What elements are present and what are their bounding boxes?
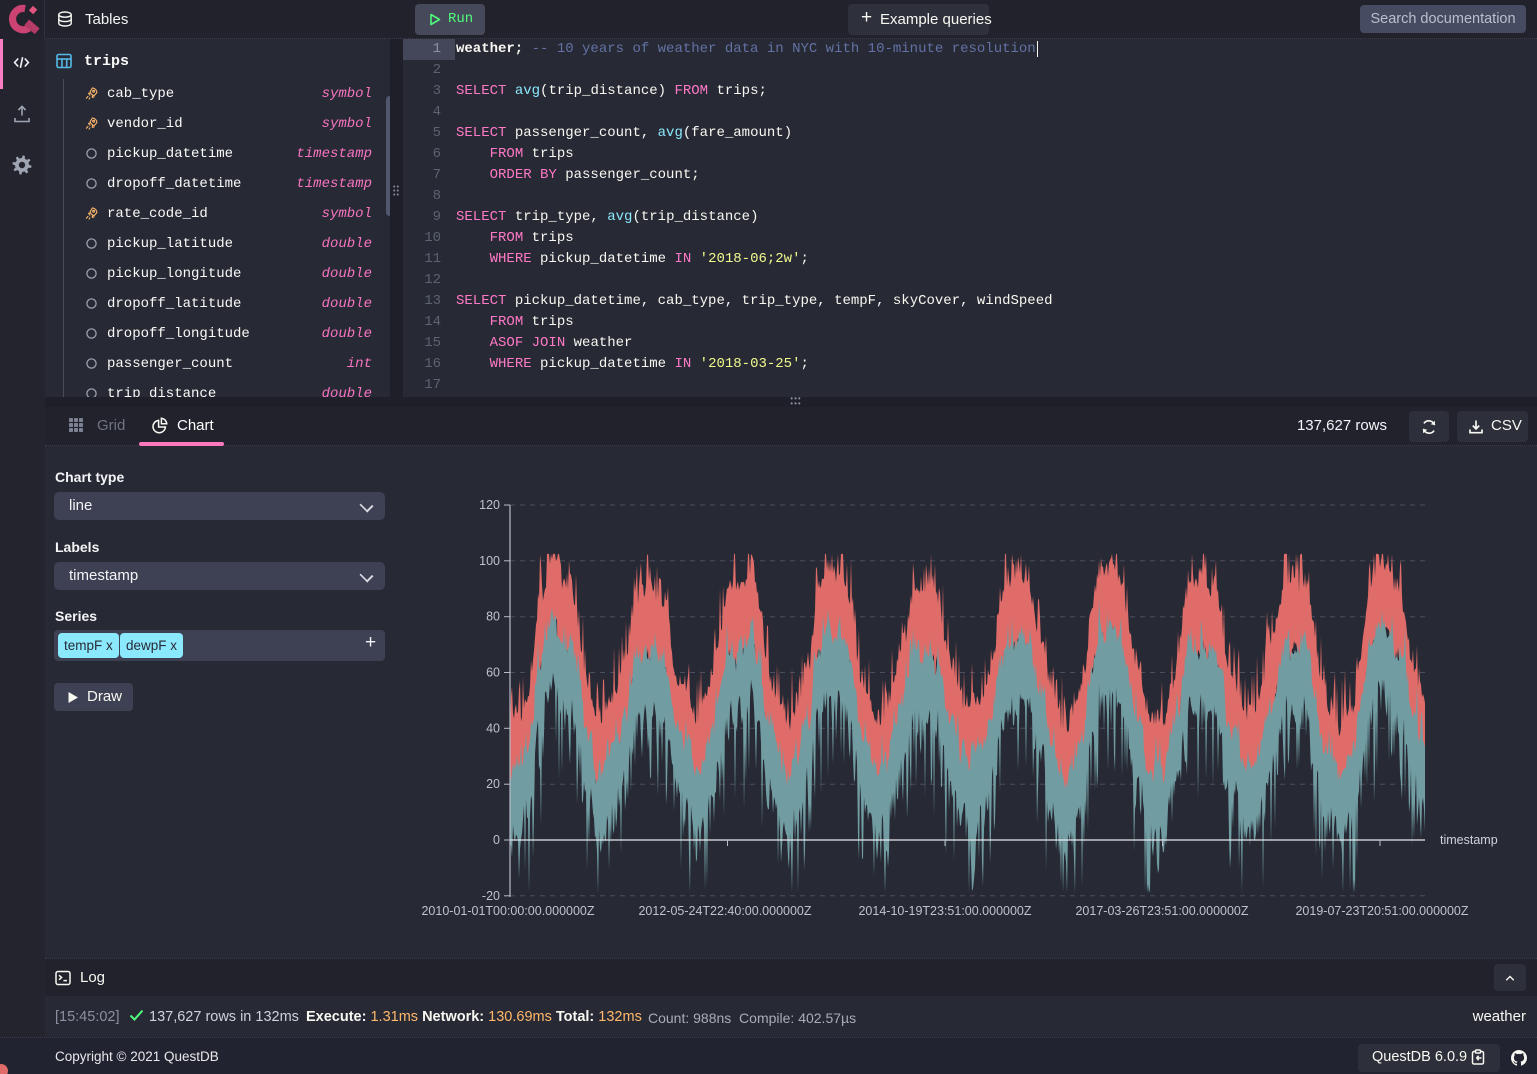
svg-text:20: 20 (486, 777, 500, 791)
svg-text:timestamp: timestamp (1440, 833, 1498, 847)
svg-text:2017-03-26T23:51:00.000000Z: 2017-03-26T23:51:00.000000Z (1075, 904, 1248, 918)
svg-text:2010-01-01T00:00:00.000000Z: 2010-01-01T00:00:00.000000Z (421, 904, 594, 918)
svg-text:80: 80 (486, 610, 500, 624)
svg-text:2014-10-19T23:51:00.000000Z: 2014-10-19T23:51:00.000000Z (858, 904, 1031, 918)
svg-text:40: 40 (486, 721, 500, 735)
svg-text:2019-07-23T20:51:00.000000Z: 2019-07-23T20:51:00.000000Z (1295, 904, 1468, 918)
svg-text:-20: -20 (482, 889, 500, 903)
svg-text:120: 120 (479, 498, 500, 512)
svg-text:0: 0 (493, 833, 500, 847)
svg-text:2012-05-24T22:40:00.000000Z: 2012-05-24T22:40:00.000000Z (638, 904, 811, 918)
svg-text:60: 60 (486, 666, 500, 680)
svg-text:100: 100 (479, 554, 500, 568)
